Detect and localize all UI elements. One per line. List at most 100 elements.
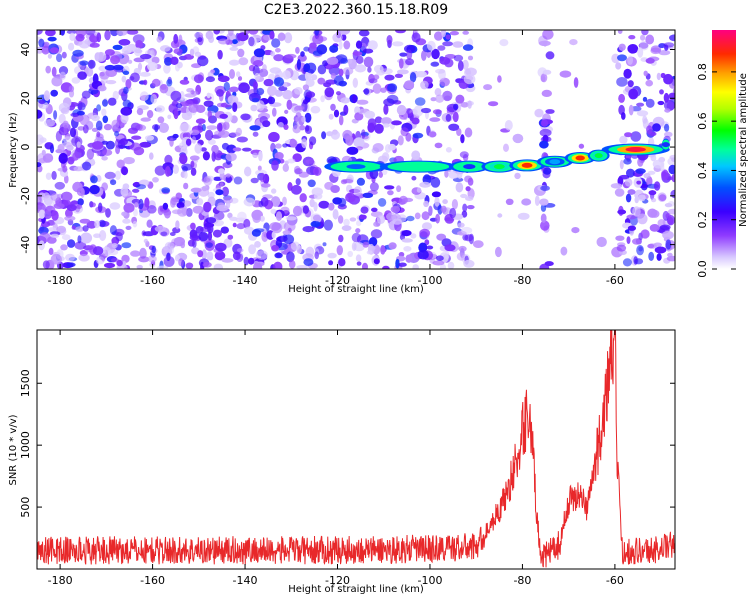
noise-blob [53,203,65,209]
noise-blob [434,142,443,149]
snr-x-ticks: -180 -160 -140 -120 -100 -80 -60 [48,330,624,587]
noise-blob [73,166,84,172]
noise-blob [400,127,409,137]
noise-blob [121,242,132,249]
noise-blob [313,193,323,200]
noise-blob [542,30,554,40]
noise-blob [534,108,544,118]
noise-blob [378,171,383,178]
noise-blob [229,132,241,137]
noise-blob [636,110,649,117]
noise-blob [61,51,67,59]
noise-blob [236,248,244,253]
noise-blob [232,147,242,152]
noise-blob [133,57,145,63]
noise-blob [430,61,440,67]
noise-blob [324,87,335,98]
noise-blob [326,57,339,65]
noise-blob [337,197,347,207]
noise-blob [85,30,96,36]
noise-blob [43,192,50,199]
noise-blob [355,228,361,234]
noise-blob [76,204,82,209]
noise-blob [435,94,444,103]
noise-blob [626,214,637,220]
noise-blob [650,47,661,55]
noise-blob [144,135,155,141]
noise-blob [338,68,344,77]
noise-blob [627,225,637,231]
noise-blob [229,69,235,79]
noise-blob [355,254,362,262]
noise-blob [179,79,190,85]
noise-blob [625,193,632,203]
noise-blob [662,230,674,240]
noise-blob [237,76,243,81]
noise-blob [105,80,117,85]
noise-blob [430,97,437,102]
noise-blob [649,190,655,200]
noise-blob [164,154,173,165]
noise-blob [96,149,101,157]
noise-blob [205,76,215,83]
noise-blob [69,127,77,138]
noise-blob [143,238,149,244]
snr-frame [36,329,676,570]
noise-blob [156,36,163,43]
noise-blob [107,249,119,256]
noise-blob [596,236,607,248]
noise-blob [380,68,393,75]
noise-blob [488,101,499,107]
noise-blob [91,114,100,122]
noise-blob [615,62,622,70]
noise-blob [623,158,632,165]
noise-blob [643,173,651,179]
noise-blob [429,117,441,122]
noise-blob [205,242,213,248]
noise-blob [240,113,251,121]
noise-blob [77,198,84,206]
noise-blob [82,124,89,134]
noise-blob [130,250,141,257]
noise-blob [122,70,130,76]
noise-blob [132,188,140,193]
noise-blob [110,179,117,186]
noise-blob [317,77,326,85]
noise-blob [101,253,106,262]
noise-blob [194,51,202,57]
noise-blob [41,149,46,156]
noise-blob [627,44,639,54]
noise-blob [90,202,96,208]
noise-blob [303,258,314,266]
noise-blob [181,163,193,171]
noise-blob [419,181,431,188]
noise-blob [462,59,469,70]
noise-blob [330,103,336,111]
noise-blob [120,106,133,116]
noise-blob [114,170,121,180]
colorbar-tick-label: 0.2 [696,211,709,229]
noise-blob [374,123,384,134]
noise-blob [37,194,42,205]
noise-blob [382,123,390,128]
noise-blob [354,112,364,121]
noise-blob [116,159,125,169]
noise-blob [360,206,369,214]
noise-blob [197,37,203,43]
noise-blob [445,147,452,153]
noise-blob [212,67,220,76]
noise-blob [295,46,300,54]
chart-title: C2E3.2022.360.15.18.R09 [264,2,448,18]
noise-blob [364,110,376,119]
noise-blob [664,108,671,113]
noise-blob [96,104,101,112]
noise-blob [636,245,644,256]
noise-blob [96,32,102,43]
noise-blob [337,215,344,224]
noise-blob [343,104,349,115]
noise-blob [104,171,116,180]
noise-blob [330,73,336,80]
noise-blob [206,251,214,261]
noise-blob [329,45,339,53]
noise-blob [634,196,639,204]
